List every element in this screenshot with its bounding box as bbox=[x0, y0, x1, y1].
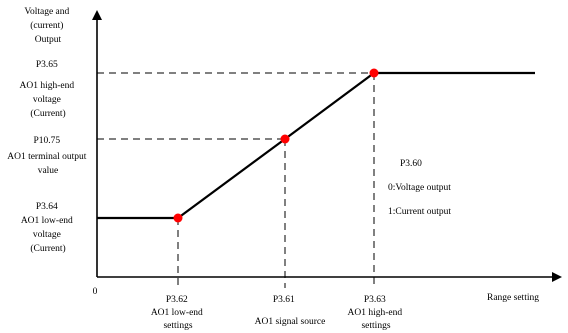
y-tick-low-line-2: voltage bbox=[33, 230, 61, 240]
x-tick-low: P3.62 AO1 low-end settings bbox=[151, 295, 205, 331]
y-tick-mid-line-2: value bbox=[38, 166, 59, 176]
y-tick-mid-line-1: AO1 terminal output bbox=[7, 152, 87, 162]
x-tick-low-line-2: settings bbox=[163, 321, 192, 331]
y-tick-high: P3.65 AO1 high-end voltage (Current) bbox=[20, 60, 77, 119]
x-tick-low-line-1: AO1 low-end bbox=[151, 308, 203, 318]
y-tick-low: P3.64 AO1 low-end voltage (Current) bbox=[21, 202, 75, 254]
point-mid bbox=[280, 134, 290, 144]
point-high bbox=[369, 68, 379, 78]
x-tick-high-line-1: AO1 high-end bbox=[348, 308, 403, 318]
annotation-line-1: 0:Voltage output bbox=[388, 183, 451, 193]
x-tick-mid-code: P3.61 bbox=[273, 295, 295, 305]
series-line bbox=[97, 71, 535, 220]
y-tick-high-line-1: AO1 high-end bbox=[20, 81, 75, 91]
y-tick-low-line-1: AO1 low-end bbox=[21, 216, 73, 226]
y-tick-high-line-2: voltage bbox=[33, 95, 61, 105]
guide-lines bbox=[97, 72, 375, 288]
x-tick-high-line-2: settings bbox=[361, 321, 390, 331]
y-axis-title-line-1: Voltage and bbox=[24, 7, 69, 17]
x-tick-low-code: P3.62 bbox=[166, 295, 188, 305]
y-axis-title: Voltage and (current) Output bbox=[24, 7, 71, 45]
annotation-line-2: 1:Current output bbox=[388, 207, 451, 217]
x-tick-mid-line-1: AO1 signal source bbox=[255, 317, 326, 327]
y-axis-title-line-2: (current) bbox=[30, 20, 63, 31]
origin-label: 0 bbox=[93, 287, 98, 297]
y-axis-title-line-3: Output bbox=[35, 35, 62, 45]
x-axis-title: Range setting bbox=[487, 293, 539, 303]
y-tick-high-line-3: (Current) bbox=[30, 108, 65, 119]
x-tick-high: P3.63 AO1 high-end settings bbox=[348, 295, 405, 331]
y-tick-high-code: P3.65 bbox=[36, 60, 58, 70]
y-tick-mid-code: P10.75 bbox=[33, 136, 60, 146]
annotation: P3.60 0:Voltage output 1:Current output bbox=[388, 159, 453, 217]
y-tick-low-code: P3.64 bbox=[36, 202, 58, 212]
y-tick-low-line-3: (Current) bbox=[30, 243, 65, 254]
x-tick-mid: P3.61 AO1 signal source bbox=[255, 295, 326, 327]
annotation-code: P3.60 bbox=[400, 159, 422, 169]
point-low bbox=[173, 213, 183, 223]
y-tick-mid: P10.75 AO1 terminal output value bbox=[7, 136, 89, 176]
x-tick-high-code: P3.63 bbox=[364, 295, 386, 305]
